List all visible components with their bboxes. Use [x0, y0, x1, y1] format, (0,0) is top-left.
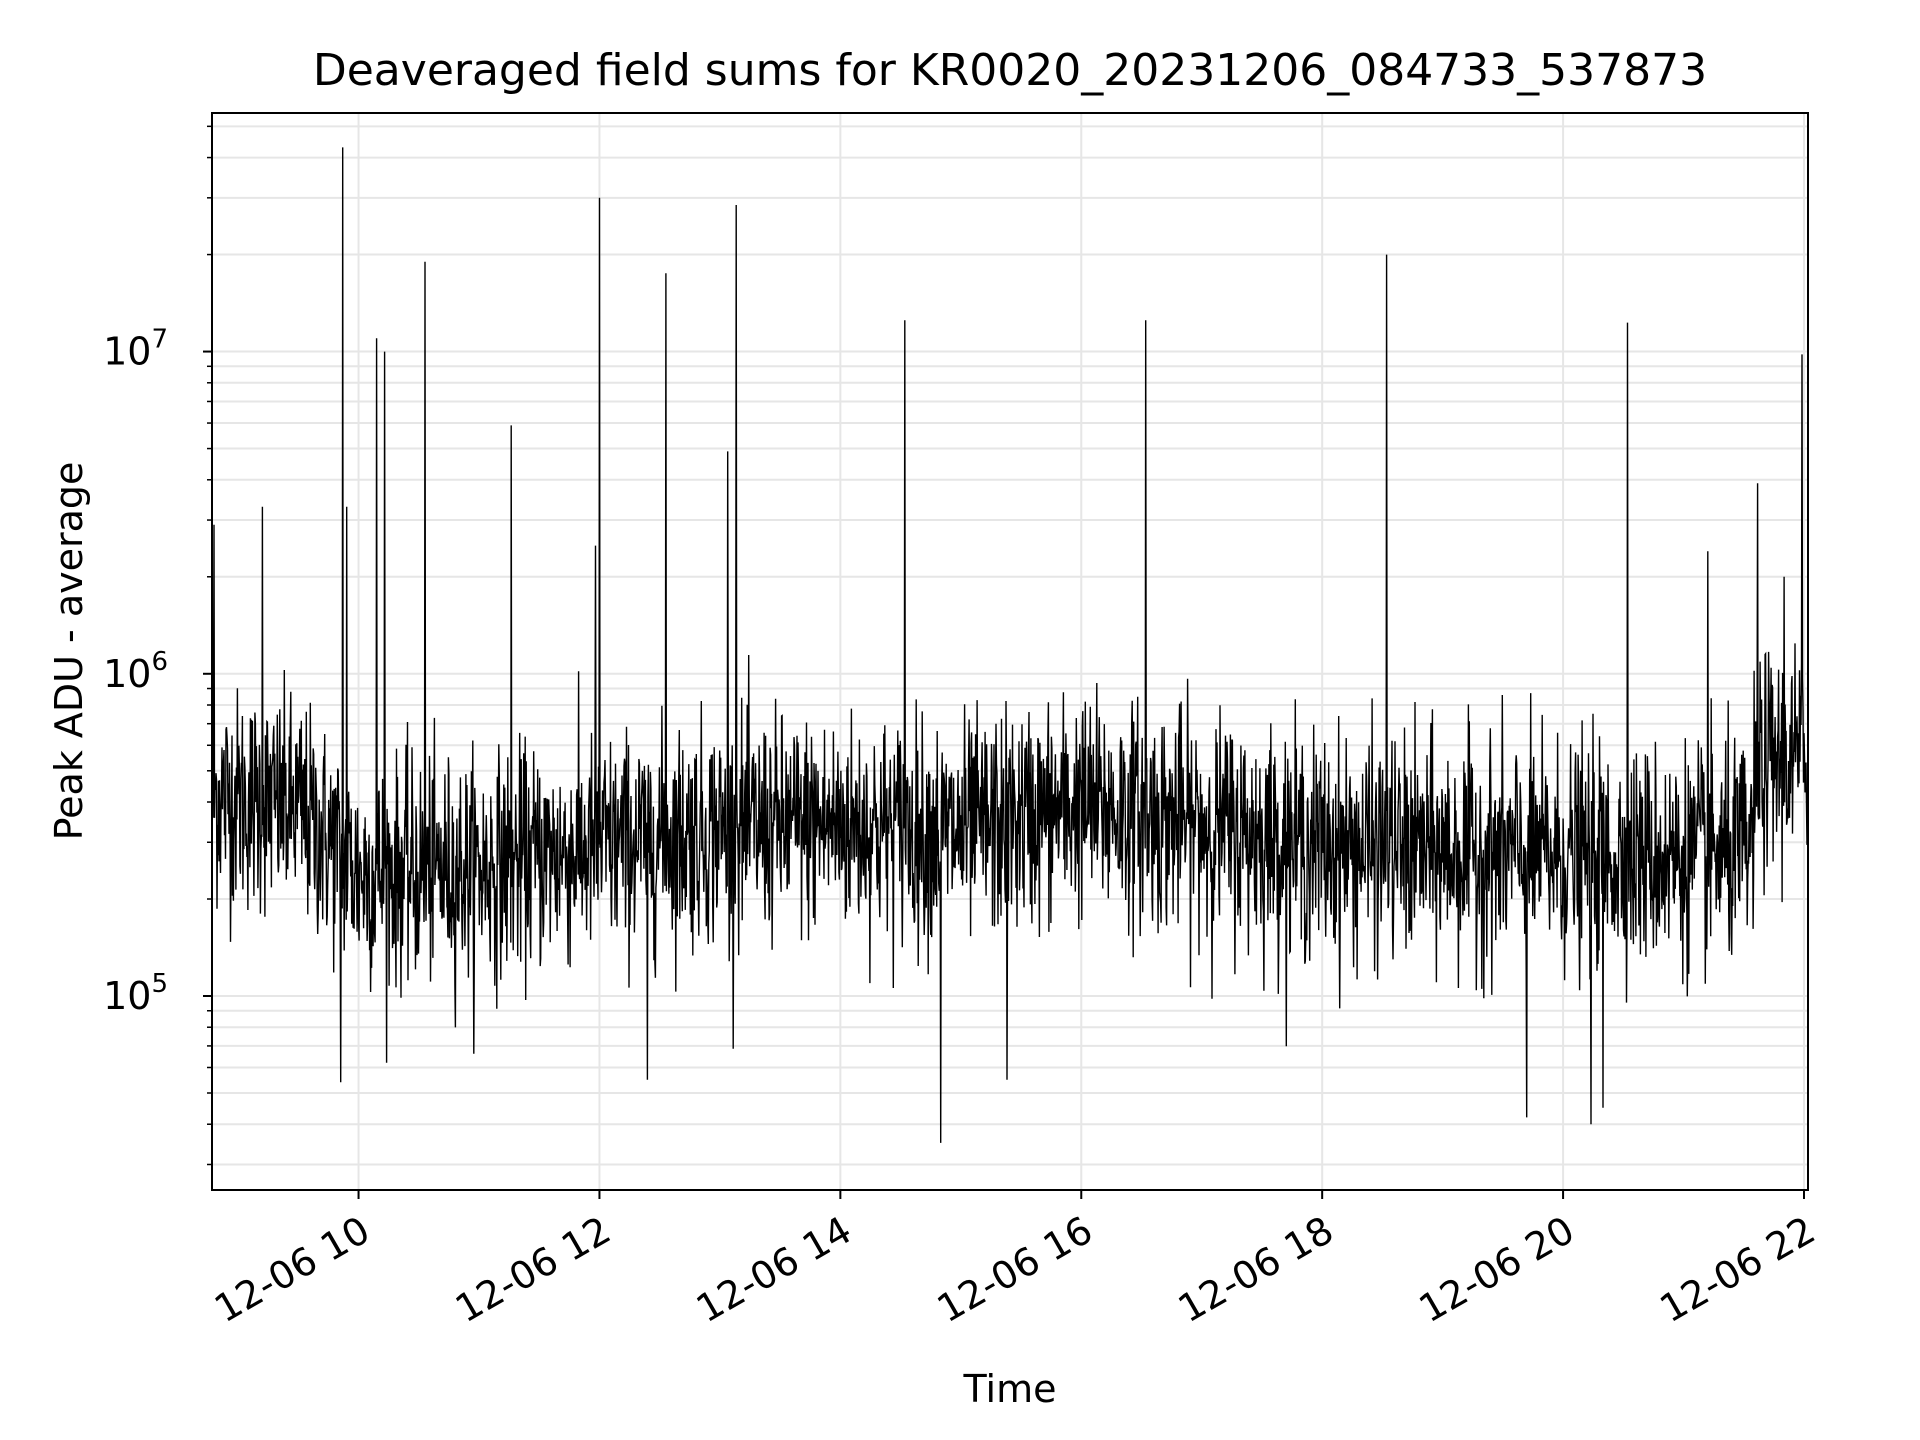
data-series	[211, 147, 1809, 1143]
series-line	[211, 147, 1809, 1143]
y-tick-label: 107	[103, 325, 168, 374]
y-axis-label: Peak ADU - average	[47, 462, 91, 841]
y-tick-label: 106	[103, 647, 168, 696]
plot-area-frame	[211, 112, 1809, 1191]
chart-title: Deaveraged field sums for KR0020_2023120…	[313, 45, 1707, 96]
y-tick-label: 105	[103, 969, 168, 1018]
x-axis-label: Time	[963, 1367, 1057, 1411]
